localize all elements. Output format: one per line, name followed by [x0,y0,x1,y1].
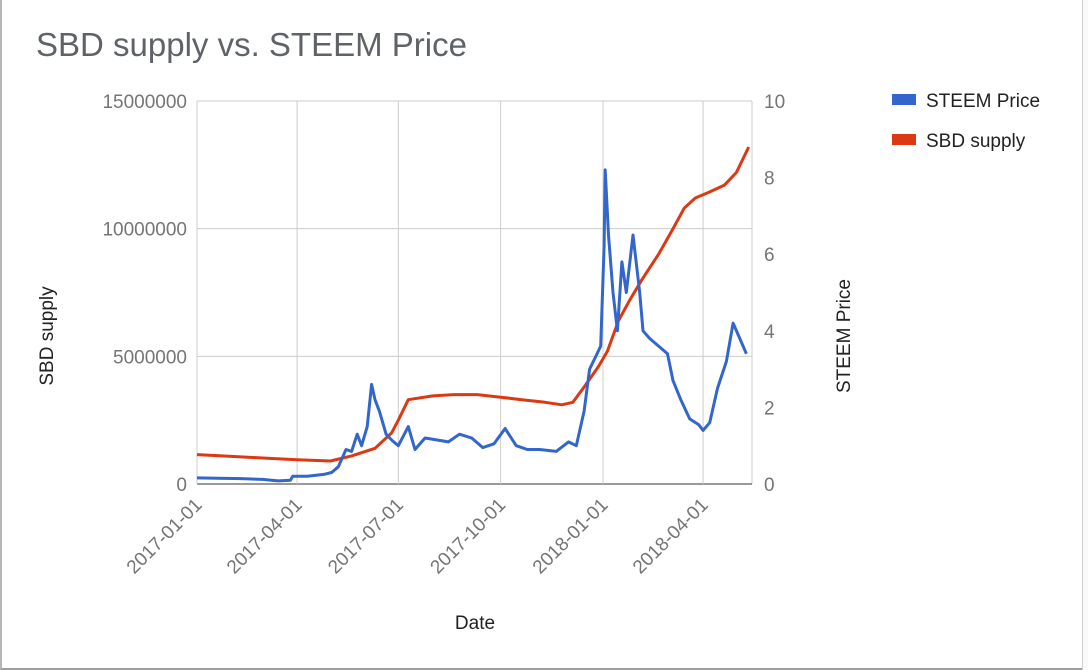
x-tick-label: 2017-07-01 [324,495,408,579]
x-axis-ticks: 2017-01-01 2017-04-01 2017-07-01 2017-10-01… [123,495,713,579]
left-axis-ticks: 0 5000000 10000000 15000000 [102,92,187,496]
x-tick-label: 2017-10-01 [427,495,511,579]
right-tick-label: 10 [764,92,785,113]
legend-label-sbd-supply: SBD supply [926,131,1026,152]
left-tick-label: 15000000 [102,92,187,113]
window-edge [1082,0,1088,670]
right-tick-label: 2 [764,398,775,419]
right-tick-label: 8 [764,169,775,190]
right-tick-label: 6 [764,245,775,266]
left-axis-title: SBD supply [37,286,58,386]
legend-swatch-steem-price [892,94,916,105]
right-tick-label: 4 [764,322,775,343]
legend-swatch-sbd-supply [892,134,916,145]
x-tick-label: 2017-04-01 [223,495,307,579]
right-axis-ticks: 0 2 4 6 8 10 [764,92,785,496]
right-tick-label: 0 [764,475,775,496]
series-line-sbd-supply [196,146,751,463]
x-tick-label: 2018-01-01 [529,495,613,579]
series-lines [196,146,751,483]
legend-item-sbd-supply[interactable]: SBD supply [892,131,1026,152]
legend[interactable]: STEEM Price SBD supply [892,91,1040,152]
x-tick-label: 2018-04-01 [629,495,713,579]
legend-item-steem-price[interactable]: STEEM Price [892,91,1040,112]
x-tick-label: 2017-01-01 [123,495,207,579]
series-line-steem-price [196,168,748,483]
left-tick-label: 0 [176,475,187,496]
left-tick-label: 10000000 [102,220,187,241]
gridlines [196,100,753,485]
left-tick-label: 5000000 [113,347,187,368]
right-axis-title: STEEM Price [834,279,855,393]
legend-label-steem-price: STEEM Price [926,91,1040,112]
x-axis-title: Date [455,613,495,634]
chart-title: SBD supply vs. STEEM Price [36,26,467,63]
